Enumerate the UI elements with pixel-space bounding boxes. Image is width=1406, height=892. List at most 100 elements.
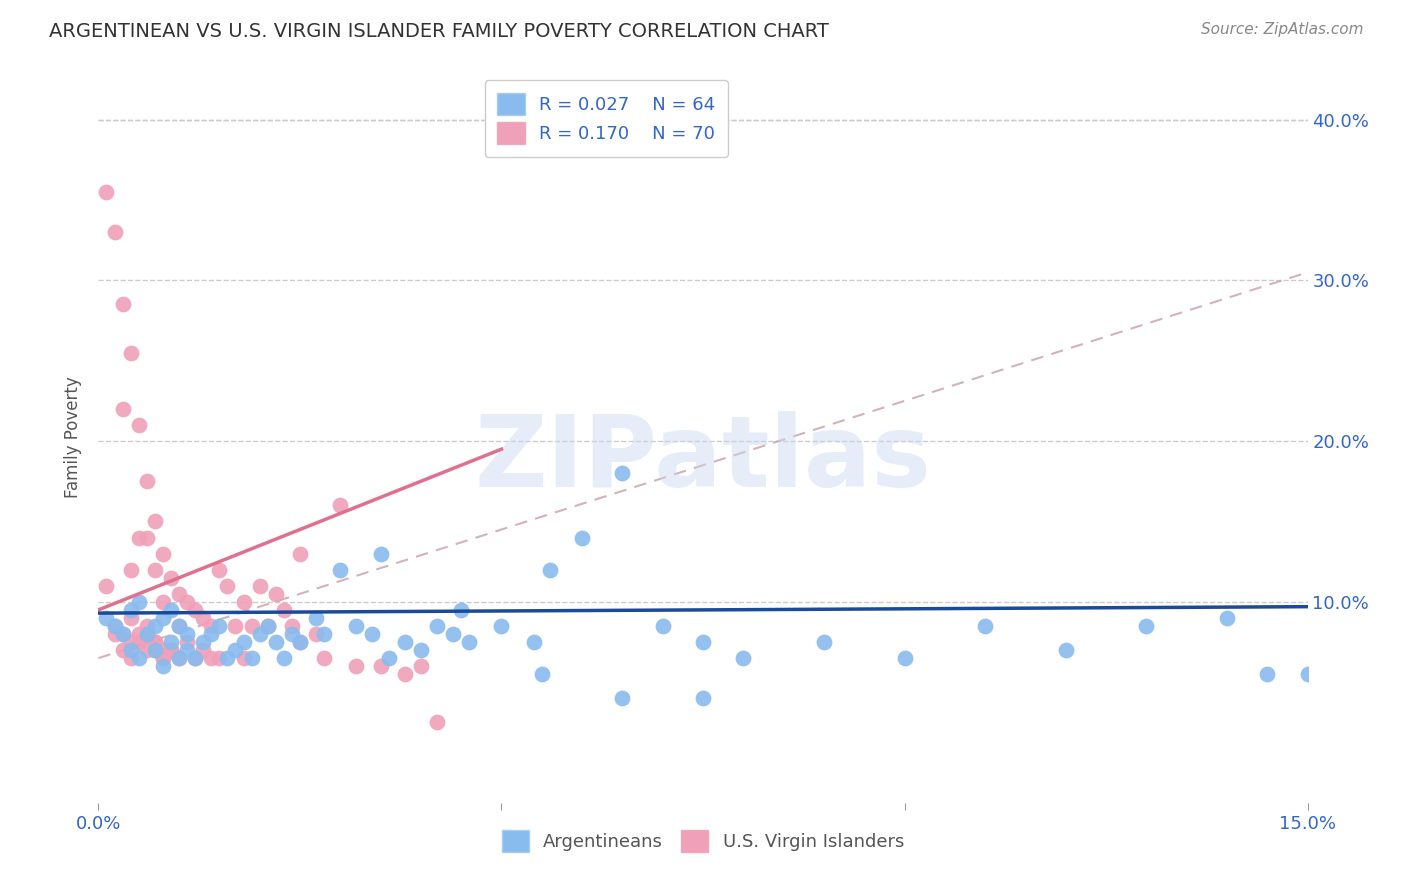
Point [120, 611, 142, 625]
Point [232, 651, 254, 665]
Point [1135, 619, 1157, 633]
Point [128, 635, 150, 649]
Text: ARGENTINEAN VS U.S. VIRGIN ISLANDER FAMILY POVERTY CORRELATION CHART: ARGENTINEAN VS U.S. VIRGIN ISLANDER FAMI… [49, 22, 830, 41]
Point [651, 619, 673, 633]
Point [143, 515, 166, 529]
Point [314, 651, 336, 665]
Point [111, 643, 134, 657]
Point [176, 627, 198, 641]
Point [152, 651, 174, 665]
Point [135, 627, 157, 641]
Point [96, 611, 118, 625]
Point [208, 563, 231, 577]
Point [273, 603, 295, 617]
Point [167, 587, 190, 601]
Point [135, 531, 157, 545]
Point [523, 635, 546, 649]
Point [111, 627, 134, 641]
Point [103, 627, 125, 641]
Point [128, 417, 150, 432]
Point [530, 667, 553, 681]
Point [120, 563, 142, 577]
Point [426, 715, 449, 730]
Point [314, 627, 336, 641]
Point [224, 619, 246, 633]
Point [249, 627, 271, 641]
Point [143, 643, 166, 657]
Point [344, 619, 367, 633]
Point [692, 635, 714, 649]
Point [160, 571, 183, 585]
Point [612, 467, 634, 481]
Point [135, 619, 157, 633]
Point [128, 651, 150, 665]
Text: Source: ZipAtlas.com: Source: ZipAtlas.com [1201, 22, 1364, 37]
Point [370, 659, 392, 673]
Point [409, 643, 432, 657]
Point [103, 619, 125, 633]
Point [135, 643, 157, 657]
Point [612, 691, 634, 706]
Point [208, 619, 231, 633]
Point [458, 635, 481, 649]
Point [450, 603, 472, 617]
Point [103, 225, 125, 239]
Point [143, 643, 166, 657]
Point [370, 547, 392, 561]
Point [1054, 643, 1077, 657]
Point [240, 651, 263, 665]
Point [96, 579, 118, 593]
Point [152, 547, 174, 561]
Point [167, 651, 190, 665]
Point [1256, 667, 1278, 681]
Point [152, 595, 174, 609]
Point [160, 643, 183, 657]
Point [256, 619, 278, 633]
Point [128, 635, 150, 649]
Legend: Argentineans, U.S. Virgin Islanders: Argentineans, U.S. Virgin Islanders [495, 823, 911, 860]
Point [240, 619, 263, 633]
Point [329, 499, 352, 513]
Point [256, 619, 278, 633]
Point [193, 611, 215, 625]
Point [264, 587, 287, 601]
Point [281, 627, 304, 641]
Point [571, 531, 593, 545]
Point [160, 603, 183, 617]
Point [232, 635, 254, 649]
Point [692, 691, 714, 706]
Point [224, 643, 246, 657]
Point [200, 619, 222, 633]
Point [377, 651, 399, 665]
Point [200, 651, 222, 665]
Point [281, 619, 304, 633]
Point [361, 627, 384, 641]
Point [103, 619, 125, 633]
Point [143, 635, 166, 649]
Point [813, 635, 835, 649]
Point [208, 651, 231, 665]
Point [409, 659, 432, 673]
Point [176, 595, 198, 609]
Text: ZIPatlas: ZIPatlas [475, 410, 931, 508]
Point [160, 643, 183, 657]
Point [193, 643, 215, 657]
Point [426, 619, 449, 633]
Point [273, 651, 295, 665]
Point [288, 635, 311, 649]
Point [135, 475, 157, 489]
Point [288, 635, 311, 649]
Y-axis label: Family Poverty: Family Poverty [65, 376, 83, 498]
Point [305, 627, 328, 641]
Point [264, 635, 287, 649]
Point [111, 297, 134, 311]
Point [152, 643, 174, 657]
Point [974, 619, 997, 633]
Point [538, 563, 561, 577]
Point [200, 627, 222, 641]
Point [128, 531, 150, 545]
Point [491, 619, 513, 633]
Point [893, 651, 915, 665]
Point [232, 595, 254, 609]
Point [184, 603, 207, 617]
